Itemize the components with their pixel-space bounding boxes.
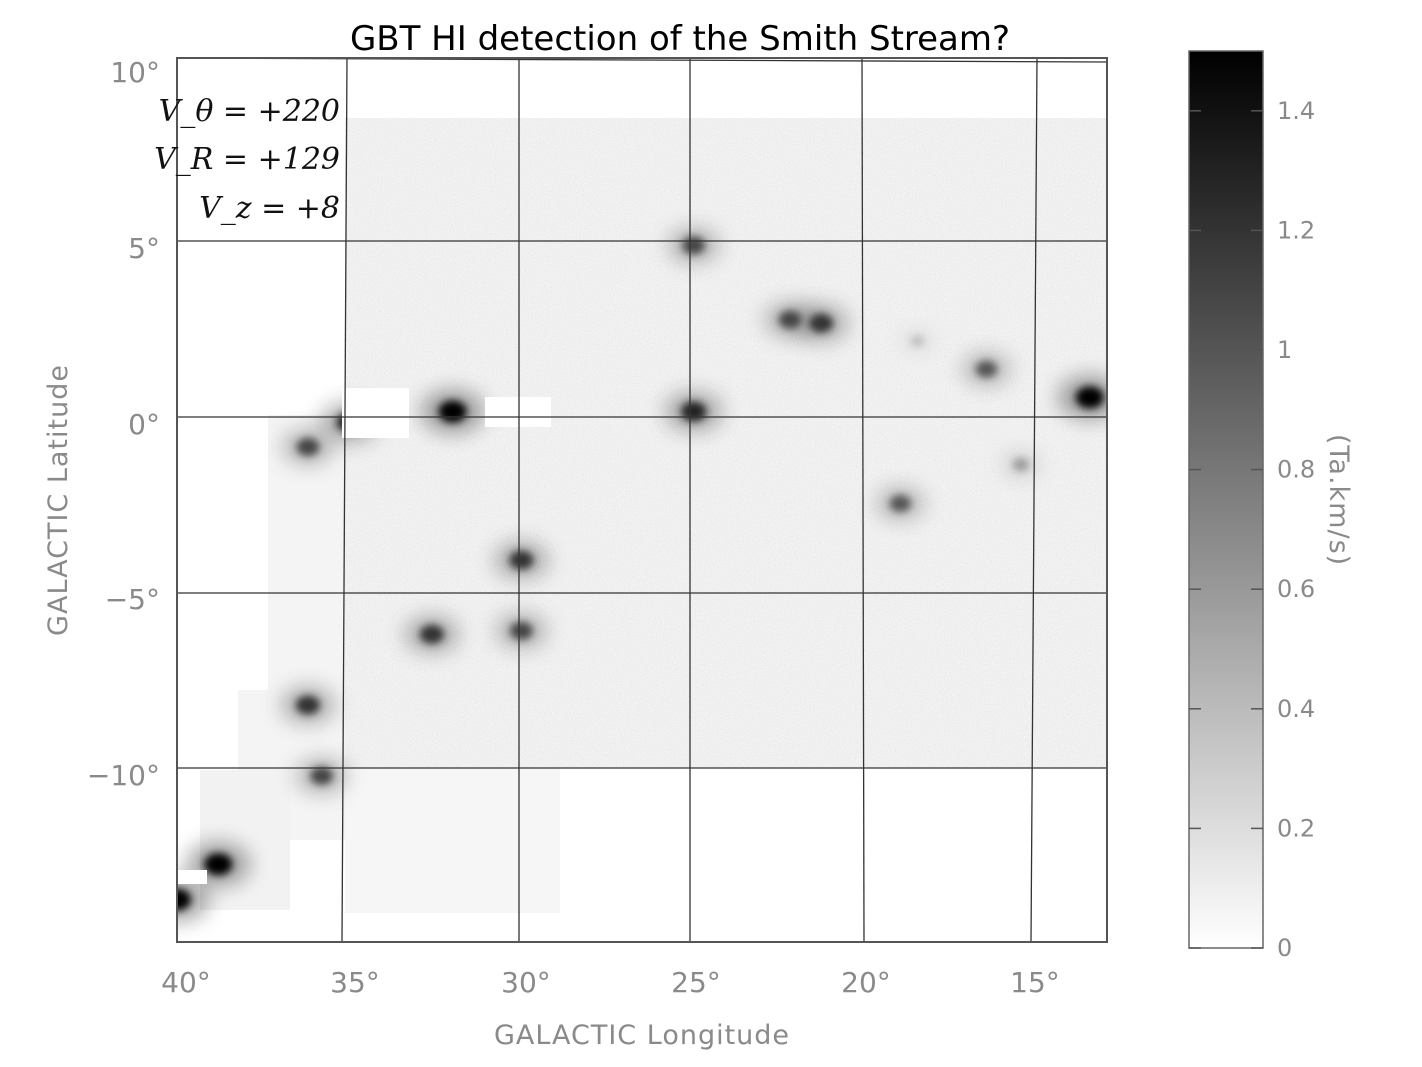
hi-emission-clump (778, 310, 802, 329)
data-gaps (177, 388, 551, 884)
survey-coverage (200, 118, 1107, 913)
colorbar-gradient (1188, 50, 1264, 949)
velocity-annotations: V_θ = +220 V_R = +129 V_z = +8 (154, 94, 340, 226)
hi-emission-clump (510, 621, 533, 640)
v-r-annotation: V_R = +129 (154, 142, 340, 177)
hi-emission-layer (177, 227, 1107, 922)
hi-emission-clump (1075, 386, 1104, 409)
hi-emission-clump (681, 401, 707, 422)
v-theta-annotation: V_θ = +220 (159, 94, 340, 129)
colorbar: 0 0.2 0.4 0.6 0.8 1 1.2 1.4 (Ta.km/s) (1188, 50, 1354, 962)
x-tick-label: 15° (1010, 966, 1060, 999)
x-axis: 40° 35° 30° 25° 20° 15° GALACTIC Longitu… (161, 966, 1060, 1051)
hi-emission-clump (1012, 458, 1029, 471)
x-tick-label: 35° (330, 966, 380, 999)
colorbar-tick-label: 0.6 (1277, 575, 1315, 603)
colorbar-tick-label: 1.2 (1277, 216, 1315, 244)
y-tick-label: 0° (128, 408, 160, 441)
x-tick-label: 20° (841, 966, 891, 999)
hi-emission-clump (177, 888, 191, 911)
hi-emission-clump (296, 438, 320, 456)
x-axis-label: GALACTIC Longitude (494, 1020, 790, 1051)
colorbar-tick-label: 0 (1277, 934, 1292, 962)
y-tick-label: −5° (105, 583, 160, 616)
hi-emission-clump (910, 335, 925, 347)
v-z-annotation: V_z = +8 (199, 191, 340, 226)
colorbar-tick-label: 1 (1277, 336, 1292, 364)
colorbar-tick-label: 0.2 (1277, 814, 1315, 842)
y-axis-label: GALACTIC Latitude (43, 364, 74, 636)
colorbar-label: (Ta.km/s) (1323, 434, 1354, 566)
hi-emission-clump (295, 695, 320, 715)
chart-title: GBT HI detection of the Smith Stream? (350, 19, 1010, 59)
plot-area: V_θ = +220 V_R = +129 V_z = +8 (154, 57, 1108, 943)
y-tick-label: 5° (128, 232, 160, 265)
x-tick-label: 40° (161, 966, 211, 999)
hi-emission-clump (509, 550, 534, 570)
hi-emission-clump (204, 853, 233, 876)
x-tick-label: 30° (501, 966, 551, 999)
hi-emission-clump (419, 624, 444, 644)
hi-emission-clump (310, 766, 333, 785)
colorbar-tick-label: 0.4 (1277, 695, 1315, 723)
y-tick-label: −10° (87, 759, 160, 792)
colorbar-tick-label: 1.4 (1277, 97, 1315, 125)
plot-frame (176, 57, 1108, 943)
colorbar-tick-label: 0.8 (1277, 456, 1315, 484)
hi-emission-halo (177, 877, 209, 922)
hi-emission-clump (975, 360, 998, 378)
y-tick-label: 10° (110, 56, 160, 89)
y-axis: 10° 5° 0° −5° −10° GALACTIC Latitude (43, 56, 160, 792)
hi-emission-clump (438, 400, 467, 423)
hi-emission-clump (682, 236, 706, 255)
hi-emission-clump (889, 495, 911, 512)
x-tick-label: 25° (671, 966, 721, 999)
colorbar-ticks: 0 0.2 0.4 0.6 0.8 1 1.2 1.4 (1189, 97, 1315, 962)
